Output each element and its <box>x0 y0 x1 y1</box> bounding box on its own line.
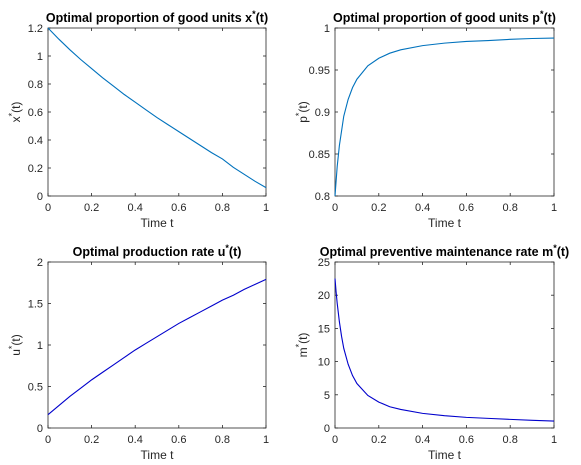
series-line-1 <box>47 27 267 189</box>
chart-title: Optimal production rate u*(t) <box>73 243 242 259</box>
y-tick-label: 1.5 <box>28 299 43 311</box>
x-tick-label: 0.2 <box>371 202 386 214</box>
y-tick-label: 10 <box>318 357 330 369</box>
y-tick-label: 1 <box>37 340 43 352</box>
y-tick-label: 0.85 <box>309 149 330 161</box>
x-tick-label: 0.8 <box>215 434 230 446</box>
x-axis-label: Time t <box>141 448 175 462</box>
axes-box <box>47 27 267 197</box>
y-axis-label: x*(t) <box>7 102 23 123</box>
y-tick-label: 0.8 <box>28 79 43 91</box>
x-tick-label: 0 <box>45 202 51 214</box>
y-tick-label: 0 <box>37 191 43 203</box>
y-tick-label: 5 <box>324 390 330 402</box>
x-tick-label: 0 <box>332 434 338 446</box>
x-tick-label: 0 <box>45 434 51 446</box>
y-tick-label: 0.6 <box>28 107 43 119</box>
y-tick-label: 0 <box>37 423 43 435</box>
y-tick-label: 2 <box>37 257 43 269</box>
y-tick-label: 0.95 <box>309 65 330 77</box>
y-tick-label: 1.2 <box>28 23 43 35</box>
axes-box <box>47 261 267 429</box>
x-tick-label: 0.6 <box>459 434 474 446</box>
x-tick-label: 0.4 <box>128 202 143 214</box>
y-axis-label: p*(t) <box>294 101 310 123</box>
x-axis-label: Time t <box>428 216 462 230</box>
x-axis-label: Time t <box>141 216 175 230</box>
chart-title: Optimal proportion of good units x*(t) <box>46 9 268 25</box>
x-tick-label: 1 <box>263 202 269 214</box>
y-tick-label: 0.9 <box>315 107 330 119</box>
y-tick-label: 25 <box>318 257 330 269</box>
x-tick-label: 1 <box>551 202 557 214</box>
x-tick-label: 0 <box>332 202 338 214</box>
x-tick-label: 0.8 <box>215 202 230 214</box>
x-tick-label: 0.6 <box>171 202 186 214</box>
chart-panel-3: 0 0.2 0.4 0.6 0.8 1 0 0.5 1 1.5 2 Optimal productio… <box>7 243 269 462</box>
axes-box <box>334 261 555 429</box>
y-tick-label: 0.2 <box>28 163 43 175</box>
x-axis-label: Time t <box>428 448 462 462</box>
y-tick-label: 15 <box>318 323 330 335</box>
chart-title: Optimal proportion of good units p*(t) <box>333 9 556 25</box>
x-tick-label: 0.4 <box>415 202 430 214</box>
y-tick-label: 0.5 <box>28 382 43 394</box>
x-tick-label: 0.4 <box>415 434 430 446</box>
y-axis-label: m*(t) <box>294 333 310 358</box>
x-tick-label: 0.2 <box>84 202 99 214</box>
x-tick-label: 1 <box>551 434 557 446</box>
x-tick-label: 0.6 <box>459 202 474 214</box>
x-tick-label: 0.4 <box>128 434 143 446</box>
series-line-1 <box>334 278 555 422</box>
y-tick-label: 20 <box>318 290 330 302</box>
axes-box <box>334 27 555 197</box>
x-tick-label: 0.6 <box>171 434 186 446</box>
y-tick-label: 1 <box>324 23 330 35</box>
y-tick-label: 0.4 <box>28 135 43 147</box>
x-tick-label: 0.2 <box>371 434 386 446</box>
y-tick-label: 1 <box>37 51 43 63</box>
x-tick-label: 0.8 <box>503 434 518 446</box>
series-line-1 <box>334 37 555 197</box>
y-tick-label: 0 <box>324 423 330 435</box>
chart-title: Optimal preventive maintenance rate m*(t… <box>320 243 569 259</box>
x-tick-label: 0.2 <box>84 434 99 446</box>
x-tick-label: 1 <box>263 434 269 446</box>
series-line-1 <box>47 278 267 416</box>
x-tick-label: 0.8 <box>503 202 518 214</box>
y-tick-label: 0.8 <box>315 191 330 203</box>
y-axis-label: u*(t) <box>7 334 23 356</box>
